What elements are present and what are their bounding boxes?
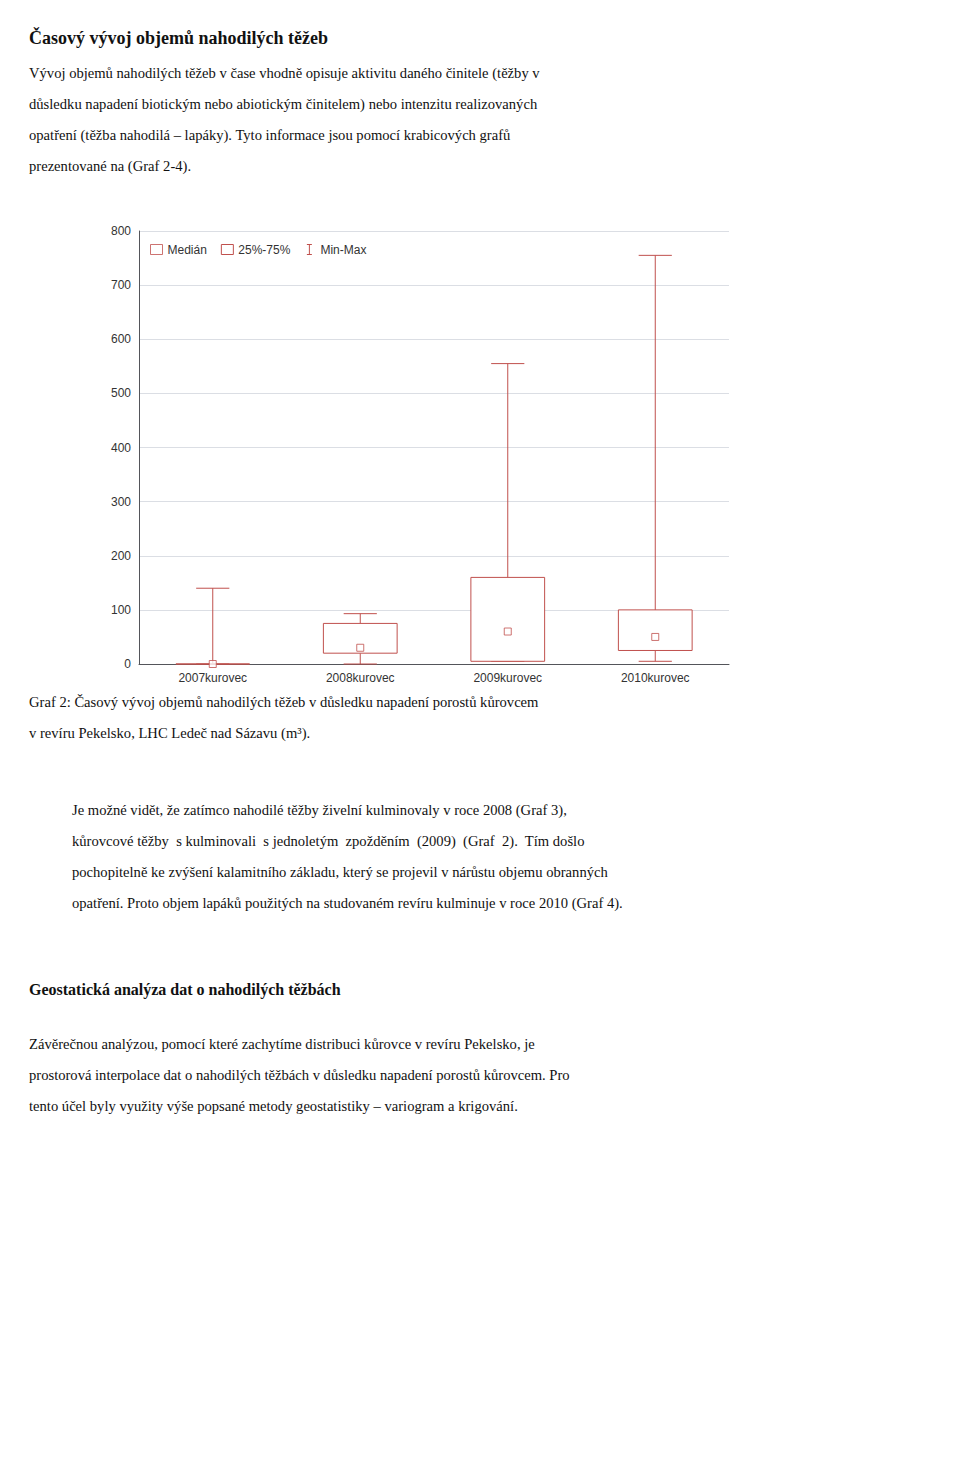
svg-text:Je možné vidět, že zatímco nah: Je možné vidět, že zatímco nahodilé těžb…	[72, 802, 567, 819]
svg-text:prostorová interpolace dat o n: prostorová interpolace dat o nahodilých …	[29, 1067, 570, 1083]
svg-text:500: 500	[111, 386, 131, 400]
svg-text:2010kurovec: 2010kurovec	[621, 671, 690, 685]
svg-text:opatření. Proto objem lapáků p: opatření. Proto objem lapáků použitých n…	[72, 895, 623, 912]
svg-text:800: 800	[111, 224, 131, 238]
svg-text:100: 100	[111, 603, 131, 617]
svg-text:Časový vývoj objemů nahodilých: Časový vývoj objemů nahodilých těžeb	[29, 27, 328, 48]
svg-text:2009kurovec: 2009kurovec	[473, 671, 542, 685]
svg-text:Min-Max: Min-Max	[320, 243, 366, 257]
svg-text:prezentované na (Graf 2-4).: prezentované na (Graf 2-4).	[29, 158, 191, 175]
svg-text:opatření (těžba nahodilá – lap: opatření (těžba nahodilá – lapáky). Tyto…	[29, 127, 511, 144]
svg-text:důsledku napadení biotickým ne: důsledku napadení biotickým nebo abiotic…	[29, 96, 538, 113]
svg-text:v revíru Pekelsko, LHC Ledeč n: v revíru Pekelsko, LHC Ledeč nad Sázavu …	[29, 725, 310, 742]
svg-text:600: 600	[111, 332, 131, 346]
svg-text:200: 200	[111, 549, 131, 563]
svg-text:Závěrečnou analýzou, pomocí kt: Závěrečnou analýzou, pomocí které zachyt…	[29, 1036, 535, 1052]
svg-text:kůrovcové těžby s kulminovali: kůrovcové těžby s kulminovali s jednolet…	[72, 833, 584, 850]
svg-text:300: 300	[111, 495, 131, 509]
svg-text:Vývoj objemů nahodilých těžeb: Vývoj objemů nahodilých těžeb v čase vho…	[29, 65, 540, 82]
svg-text:Graf 2: Časový vývoj objemů na: Graf 2: Časový vývoj objemů nahodilých t…	[29, 694, 539, 710]
svg-text:0: 0	[124, 657, 131, 671]
svg-text:pochopitelně ke zvýšení kalami: pochopitelně ke zvýšení kalamitního zákl…	[72, 864, 608, 880]
svg-text:700: 700	[111, 278, 131, 292]
svg-text:Medián: Medián	[168, 243, 207, 257]
svg-text:2007kurovec: 2007kurovec	[178, 671, 247, 685]
svg-text:tento účel byly využity výše p: tento účel byly využity výše popsané met…	[29, 1098, 518, 1114]
svg-text:Geostatická analýza dat o naho: Geostatická analýza dat o nahodilých těž…	[29, 981, 341, 999]
svg-text:2008kurovec: 2008kurovec	[326, 671, 395, 685]
svg-text:400: 400	[111, 441, 131, 455]
svg-text:25%-75%: 25%-75%	[238, 243, 290, 257]
